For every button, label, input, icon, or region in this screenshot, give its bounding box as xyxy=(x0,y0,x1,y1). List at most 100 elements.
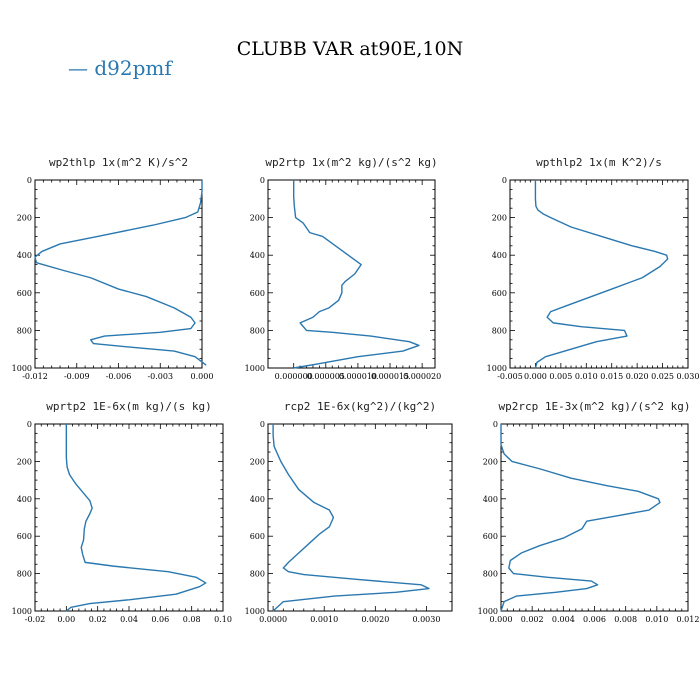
x-tick-label: 0.002 xyxy=(521,615,544,624)
x-tick-label: 0.04 xyxy=(120,615,138,624)
plot-frame xyxy=(34,423,224,612)
y-tick-label: 600 xyxy=(250,289,265,298)
y-tick-label: 0 xyxy=(260,176,265,185)
y-tick-label: 200 xyxy=(492,214,507,223)
y-tick-label: 1000 xyxy=(12,607,32,616)
y-tick-label: 400 xyxy=(250,251,265,260)
x-tick-label: 0.00 xyxy=(57,615,75,624)
x-tick-label: 0.030 xyxy=(677,372,700,381)
panel-title: wp2thlp 1x(m^2 K)/s^2 xyxy=(49,156,188,169)
legend-label: d92pmf xyxy=(94,56,173,80)
y-tick-label: 800 xyxy=(250,326,265,335)
y-tick-label: 600 xyxy=(250,532,265,541)
y-tick-label: 400 xyxy=(17,251,32,260)
x-tick-label: -0.005 xyxy=(497,372,523,381)
y-tick-label: 1000 xyxy=(245,607,265,616)
y-tick-label: 200 xyxy=(17,457,32,466)
y-tick-label: 0 xyxy=(260,420,265,429)
y-tick-label: 800 xyxy=(250,570,265,579)
chart-panel: wp2rtp 1x(m^2 kg)/(s^2 kg)0.0000000.0000… xyxy=(245,156,442,381)
x-tick-label: 0.0000 xyxy=(259,615,287,624)
chart-panel: rcp2 1E-6x(kg^2)/(kg^2) 0.0000 0.0010 0.002… xyxy=(245,400,453,624)
chart-panel: wp2thlp 1x(m^2 K)/s^2 -0.012 -0.009 -0.006 -… xyxy=(12,156,214,381)
y-tick-label: 1000 xyxy=(478,607,498,616)
x-tick-label: 0.10 xyxy=(214,615,232,624)
x-tick-label: 0.08 xyxy=(183,615,201,624)
y-tick-label: 1000 xyxy=(487,364,507,373)
x-tick-label: 0.000 xyxy=(191,372,214,381)
x-tick-label: 0.020 xyxy=(626,372,649,381)
x-tick-label: -0.02 xyxy=(25,615,46,624)
x-tick-label: 0.010 xyxy=(575,372,598,381)
y-tick-label: 200 xyxy=(483,457,498,466)
y-tick-label: 600 xyxy=(17,532,32,541)
chart-panel: wp2rcp 1E-3x(m^2 kg)/(s^2 kg) 0.000 0.002 0… xyxy=(478,400,700,624)
y-tick-label: 1000 xyxy=(12,364,32,373)
series-line xyxy=(65,424,207,612)
y-tick-label: 1000 xyxy=(245,364,265,373)
y-tick-label: 800 xyxy=(17,570,32,579)
x-tick-label: 0.0030 xyxy=(412,615,440,624)
y-tick-label: 200 xyxy=(17,214,32,223)
x-tick-label: 0.010 xyxy=(645,615,668,624)
y-tick-label: 0 xyxy=(502,176,507,185)
chart-panel: wprtp2 1E-6x(m kg)/(s kg) -0.02 0.00 0.02 0.… xyxy=(12,400,232,624)
x-tick-label: 0.000005 xyxy=(307,372,345,381)
series-line xyxy=(292,180,420,369)
x-tick-label: 0.0020 xyxy=(361,615,389,624)
x-tick-label: 0.004 xyxy=(552,615,575,624)
series-line xyxy=(534,180,669,369)
x-tick-label: 0.02 xyxy=(89,615,107,624)
y-tick-label: 400 xyxy=(483,495,498,504)
plot-frame xyxy=(267,179,436,369)
panel-title: wpthlp2 1x(m K^2)/s xyxy=(536,156,662,169)
panel-title: wp2rtp 1x(m^2 kg)/(s^2 kg) xyxy=(265,156,437,169)
x-tick-label: 0.015 xyxy=(600,372,623,381)
y-tick-label: 800 xyxy=(492,326,507,335)
y-tick-label: 400 xyxy=(17,495,32,504)
plot-frame xyxy=(267,423,453,612)
y-tick-label: 600 xyxy=(17,289,32,298)
y-tick-label: 200 xyxy=(250,457,265,466)
legend-entry: — d92pmf xyxy=(68,56,173,80)
x-tick-label: 0.025 xyxy=(651,372,674,381)
x-tick-label: -0.003 xyxy=(147,372,173,381)
x-tick-label: 0.000000 xyxy=(275,372,313,381)
y-tick-label: 800 xyxy=(483,570,498,579)
y-tick-label: 600 xyxy=(483,532,498,541)
series-line xyxy=(272,424,430,612)
y-tick-label: 400 xyxy=(492,251,507,260)
x-tick-label: 0.000010 xyxy=(339,372,377,381)
plot-frame xyxy=(34,179,203,369)
y-tick-label: 200 xyxy=(250,214,265,223)
y-tick-label: 0 xyxy=(27,420,32,429)
figure-title: CLUBB VAR at90E,10N xyxy=(237,38,463,60)
x-tick-label: 0.005 xyxy=(549,372,572,381)
y-tick-label: 0 xyxy=(493,420,498,429)
panels-container: wp2thlp 1x(m^2 K)/s^2 -0.012 -0.009 -0.006 -… xyxy=(12,156,700,624)
y-tick-label: 600 xyxy=(492,289,507,298)
panel-title: wp2rcp 1E-3x(m^2 kg)/(s^2 kg) xyxy=(498,400,690,413)
series-line xyxy=(500,424,661,612)
chart-panel: wpthlp2 1x(m K^2)/s -0.005 0.000 0.005 0.010… xyxy=(487,156,700,381)
series-line xyxy=(34,180,207,366)
x-tick-label: 0.008 xyxy=(614,615,637,624)
x-tick-label: 0.0010 xyxy=(310,615,338,624)
x-tick-label: -0.009 xyxy=(64,372,90,381)
x-tick-label: 0.000015 xyxy=(371,372,409,381)
x-tick-label: -0.006 xyxy=(106,372,132,381)
x-tick-label: -0.012 xyxy=(22,372,48,381)
panel-title: wprtp2 1E-6x(m kg)/(s kg) xyxy=(46,400,212,413)
y-tick-label: 400 xyxy=(250,495,265,504)
x-tick-label: 0.006 xyxy=(583,615,606,624)
panel-title: rcp2 1E-6x(kg^2)/(kg^2) xyxy=(284,400,436,413)
legend-dash: — xyxy=(68,56,94,80)
x-tick-label: 0.000 xyxy=(490,615,513,624)
y-tick-label: 0 xyxy=(27,176,32,185)
x-tick-label: 0.012 xyxy=(677,615,700,624)
x-tick-label: 0.000020 xyxy=(403,372,441,381)
legend: — d92pmf xyxy=(68,56,173,80)
y-tick-label: 800 xyxy=(17,326,32,335)
x-tick-label: 0.000 xyxy=(524,372,547,381)
